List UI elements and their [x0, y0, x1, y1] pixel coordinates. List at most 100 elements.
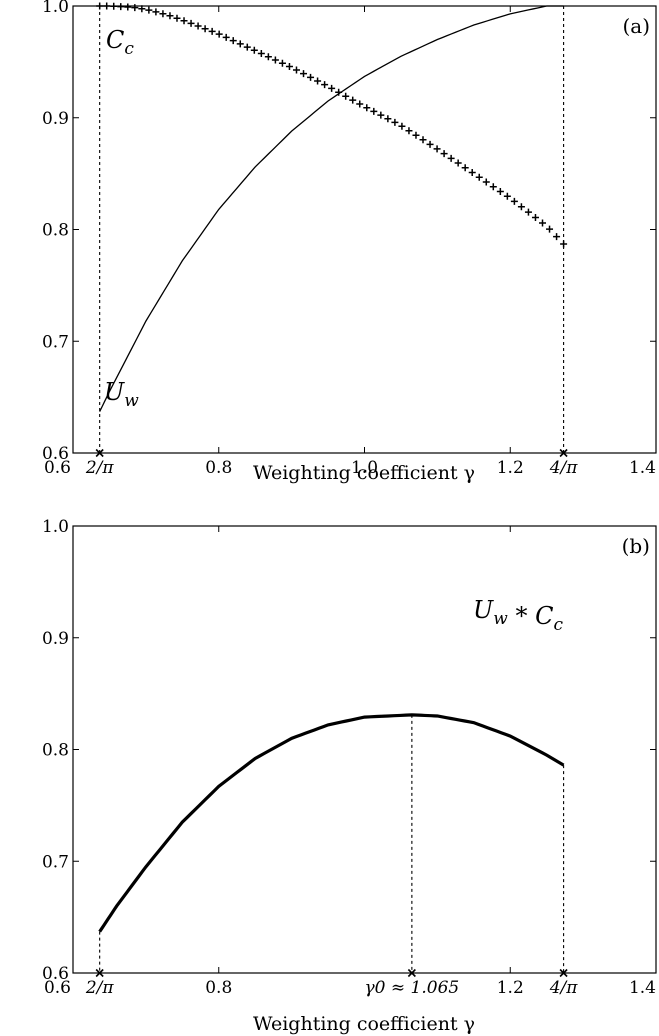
curve-label: Uw	[104, 378, 139, 411]
reference-lines-b	[95, 714, 568, 978]
data-point-cc	[454, 159, 462, 167]
data-point-cc	[524, 208, 532, 216]
x-axis-label-b: Weighting coefficient γ	[253, 1013, 475, 1035]
y-tick-label: 1.0	[42, 0, 69, 17]
data-point-cc	[496, 188, 504, 196]
data-point-cc	[285, 62, 293, 70]
label-base: U	[104, 378, 125, 406]
data-point-cc	[461, 164, 469, 172]
data-point-cc	[328, 84, 336, 92]
y-tick-label: 1.0	[42, 517, 69, 537]
data-point-cc	[539, 219, 547, 227]
data-point-cc	[391, 118, 399, 126]
data-point-cc	[243, 43, 251, 51]
x-tick-label: γ0 ≈ 1.065	[365, 978, 460, 998]
series-b: Uw * Cc	[98, 596, 565, 933]
data-point-cc	[271, 56, 279, 64]
label-subscript: w	[124, 391, 139, 411]
panel-tag-a: (a)	[622, 14, 650, 38]
data-point-cc	[173, 14, 181, 22]
data-point-cc	[145, 6, 153, 14]
data-point-cc	[124, 3, 132, 11]
data-point-cc	[517, 203, 525, 211]
panel-a: 0.6 0.7 0.8 0.9 1.0 0.6 2/π 0.8 1.0 1.2 4/π 1.4 Cc…	[42, 0, 657, 484]
label-base: C	[106, 26, 124, 54]
data-point-cc	[117, 3, 125, 11]
x-tick-label: 1.4	[629, 458, 656, 478]
x-tick-label: 4/π	[549, 458, 579, 478]
data-point-cc	[103, 2, 111, 10]
data-point-cc	[138, 5, 146, 13]
label-space	[527, 602, 535, 630]
axis-cross-marker	[407, 968, 416, 978]
x-tick-label: 1.2	[497, 978, 524, 998]
data-point-cc	[208, 27, 216, 35]
data-point-cc	[194, 22, 202, 30]
axis-cross-marker	[95, 448, 104, 458]
x-ticks-b: 0.6 2/π 0.8 γ0 ≈ 1.065 1.2 4/π 1.4	[44, 526, 656, 998]
data-point-cc	[419, 136, 427, 144]
y-ticks-b: 0.6 0.7 0.8 0.9 1.0	[42, 517, 656, 984]
y-tick-label: 0.8	[42, 221, 69, 241]
data-point-cc	[440, 150, 448, 158]
x-tick-label: 1.0	[351, 458, 378, 478]
data-point-cc	[236, 40, 244, 48]
x-tick-label: 1.2	[497, 458, 524, 478]
y-tick-label: 0.6	[42, 964, 69, 984]
data-point-cc	[152, 8, 160, 16]
data-point-cc	[292, 66, 300, 74]
y-tick-label: 0.9	[42, 629, 69, 649]
series-line-uw	[99, 5, 564, 412]
y-tick-label: 0.7	[42, 852, 69, 872]
series-line-uwcc	[98, 713, 565, 933]
data-point-cc	[314, 77, 322, 85]
x-tick-label: 1.4	[629, 978, 656, 998]
data-point-cc	[110, 2, 118, 10]
x-tick-label: 2/π	[85, 458, 115, 478]
x-tick-label: 0.6	[44, 458, 71, 478]
x-tick-label: 4/π	[549, 978, 579, 998]
data-point-cc	[475, 173, 483, 181]
plot-frame-a	[72, 5, 657, 454]
panel-tag-b: (b)	[622, 534, 650, 558]
data-point-cc	[96, 2, 104, 10]
axis-cross-marker	[95, 968, 104, 978]
y-tick-label: 0.9	[42, 109, 69, 129]
data-point-cc	[222, 33, 230, 41]
data-point-cc	[468, 169, 476, 177]
data-point-cc	[229, 37, 237, 45]
data-point-cc	[553, 233, 561, 241]
data-point-cc	[433, 145, 441, 153]
y-tick-label: 0.6	[42, 444, 69, 464]
x-axis-label-a: Weighting coefficient γ	[253, 462, 475, 484]
axis-cross-marker	[559, 968, 568, 978]
data-point-cc	[257, 50, 265, 58]
data-point-cc	[180, 17, 188, 25]
reference-lines-a	[95, 6, 568, 458]
label-base: C	[535, 602, 553, 630]
label-subscript: c	[124, 39, 134, 59]
curve-label: Uw * Cc	[473, 596, 563, 635]
data-point-cc	[342, 92, 350, 100]
data-point-cc	[531, 214, 539, 222]
data-point-cc	[264, 53, 272, 61]
data-point-cc	[278, 59, 286, 67]
label-base: U	[473, 596, 494, 624]
data-point-cc	[215, 30, 223, 38]
plot-frame-b	[72, 525, 657, 974]
axis-cross-marker	[559, 448, 568, 458]
label-subscript: w	[493, 609, 508, 629]
x-tick-label: 0.8	[205, 458, 232, 478]
data-point-cc	[398, 122, 406, 130]
series-a: Cc Uw	[96, 2, 568, 412]
data-point-cc	[482, 178, 490, 186]
data-point-cc	[250, 46, 258, 54]
data-point-cc	[307, 73, 315, 81]
data-point-cc	[131, 4, 139, 12]
data-point-cc	[405, 127, 413, 135]
data-point-cc	[370, 107, 378, 115]
data-point-cc	[356, 100, 364, 108]
x-tick-label: 2/π	[85, 978, 115, 998]
x-ticks-a: 0.6 2/π 0.8 1.0 1.2 4/π 1.4	[44, 6, 656, 478]
